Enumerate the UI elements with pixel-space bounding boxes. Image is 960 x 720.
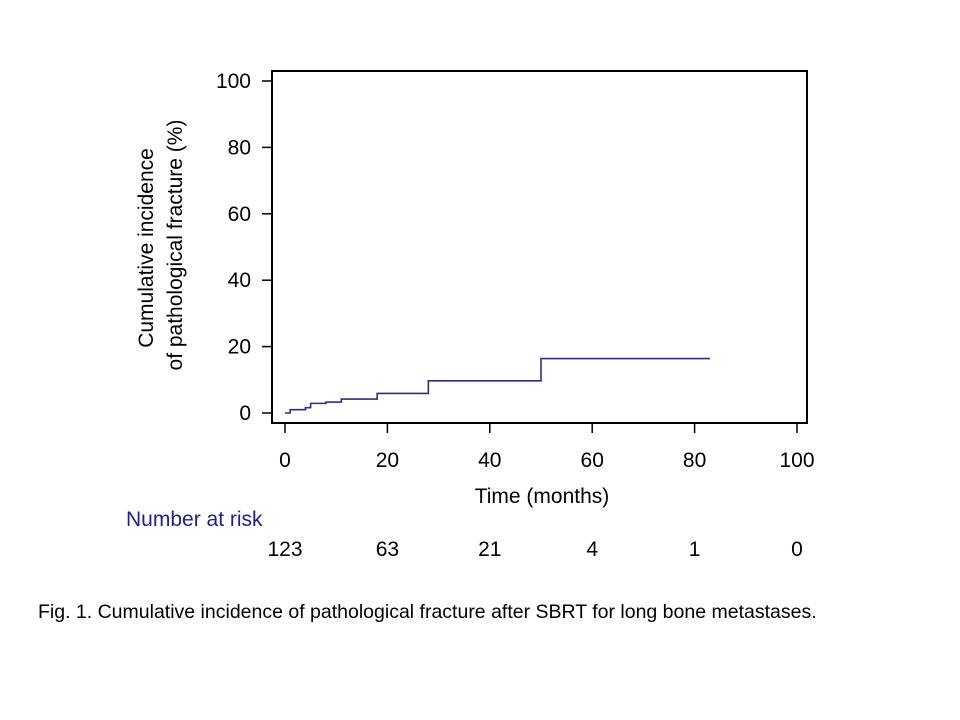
y-axis-label-line-1: Cumulative incidence bbox=[135, 148, 158, 348]
x-tick-label: 40 bbox=[478, 449, 501, 472]
x-tick-label: 60 bbox=[581, 449, 604, 472]
y-tick-label: 0 bbox=[239, 402, 251, 425]
x-tick-label: 100 bbox=[779, 449, 814, 472]
figure-caption: Fig. 1. Cumulative incidence of patholog… bbox=[38, 601, 817, 623]
cumulative-incidence-curve bbox=[285, 357, 710, 414]
x-axis-label: Time (months) bbox=[475, 485, 610, 508]
x-axis-ticks: 0 20 40 60 80 100 bbox=[279, 423, 815, 472]
risk-count: 0 bbox=[791, 538, 803, 561]
x-tick-label: 80 bbox=[683, 449, 706, 472]
y-tick-label: 20 bbox=[228, 336, 251, 359]
y-axis-label-line-2: of pathological fracture (%) bbox=[164, 120, 187, 371]
y-tick-label: 100 bbox=[216, 70, 251, 93]
risk-count: 4 bbox=[586, 538, 598, 561]
y-axis-ticks: 0 20 40 60 80 100 bbox=[216, 70, 272, 425]
risk-count: 1 bbox=[689, 538, 701, 561]
y-tick-label: 40 bbox=[228, 269, 251, 292]
y-tick-label: 60 bbox=[228, 203, 251, 226]
y-tick-label: 80 bbox=[228, 136, 251, 159]
number-at-risk-title: Number at risk bbox=[126, 508, 263, 531]
x-tick-label: 20 bbox=[376, 449, 399, 472]
risk-count: 63 bbox=[376, 538, 399, 561]
x-tick-label: 0 bbox=[279, 449, 291, 472]
risk-count: 21 bbox=[478, 538, 501, 561]
plot-frame bbox=[271, 70, 808, 424]
number-at-risk-row: 123 63 21 4 1 0 bbox=[267, 538, 802, 561]
risk-count: 123 bbox=[267, 538, 302, 561]
